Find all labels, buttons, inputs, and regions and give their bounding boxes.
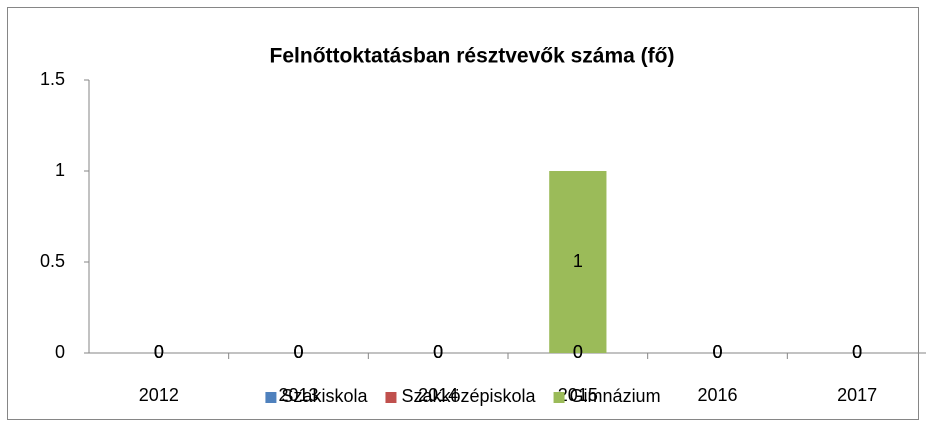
data-label: 0 — [712, 342, 722, 362]
data-label: 1 — [573, 251, 583, 271]
bar — [549, 171, 607, 353]
data-label: 0 — [852, 342, 862, 362]
data-label: 0 — [293, 342, 303, 362]
legend-label: Szakközépiskola — [401, 386, 536, 406]
y-tick-label: 1.5 — [40, 69, 65, 89]
data-label: 0 — [712, 342, 722, 362]
data-label: 0 — [154, 342, 164, 362]
y-tick-label: 0 — [55, 342, 65, 362]
data-label: 0 — [852, 342, 862, 362]
y-tick-label: 0.5 — [40, 251, 65, 271]
data-label: 0 — [293, 342, 303, 362]
legend-swatch — [385, 392, 397, 403]
legend-label: Szakiskola — [281, 386, 368, 406]
x-tick-label: 2014 — [418, 385, 458, 405]
data-label: 0 — [433, 342, 443, 362]
data-label: 0 — [573, 342, 583, 362]
y-tick-label: 1 — [55, 160, 65, 180]
data-label: 0 — [433, 342, 443, 362]
chart-border — [7, 7, 919, 420]
data-label: 0 — [433, 342, 443, 362]
chart-title: Felnőttoktatásban résztvevők száma (fő) — [270, 45, 675, 68]
legend-swatch — [265, 392, 277, 403]
data-label: 0 — [712, 342, 722, 362]
legend-swatch — [553, 392, 565, 403]
data-label: 0 — [573, 342, 583, 362]
data-label: 0 — [154, 342, 164, 362]
x-tick-label: 2012 — [139, 385, 179, 405]
data-label: 0 — [154, 342, 164, 362]
data-label: 0 — [852, 342, 862, 362]
data-label: 0 — [293, 342, 303, 362]
x-tick-label: 2017 — [837, 385, 877, 405]
x-tick-label: 2013 — [278, 385, 318, 405]
x-tick-label: 2016 — [697, 385, 737, 405]
x-tick-label: 2015 — [558, 385, 598, 405]
legend-label: Gimnázium — [570, 386, 661, 406]
